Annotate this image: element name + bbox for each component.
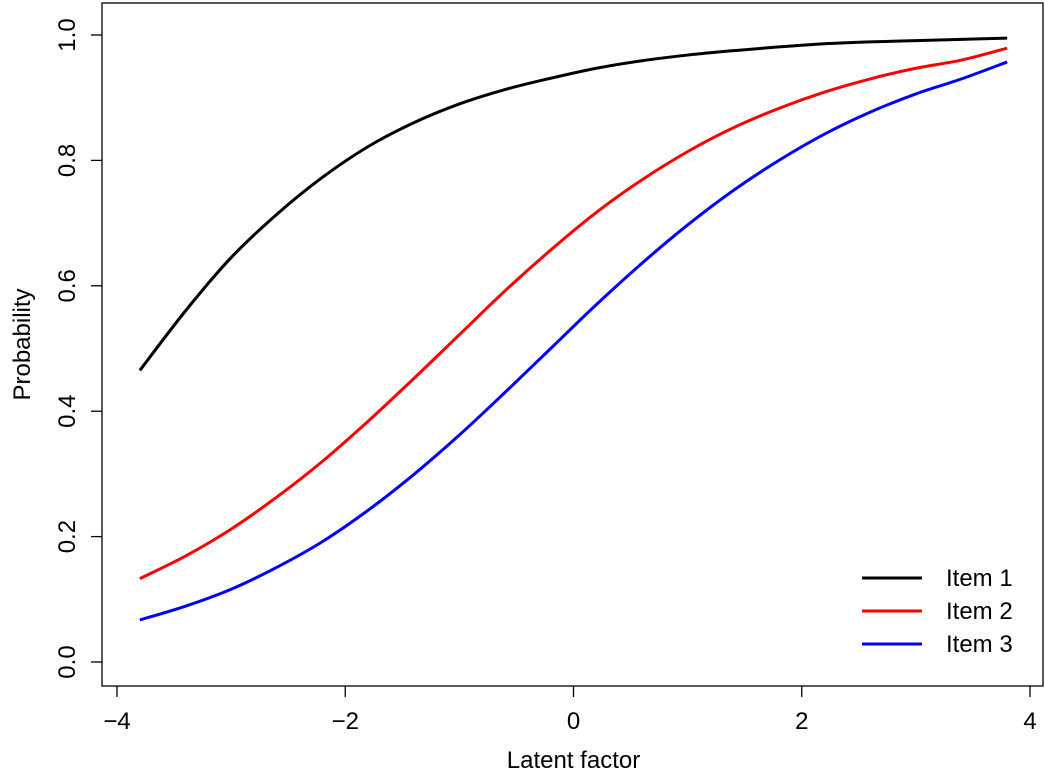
y-tick-label: 0.6 xyxy=(54,269,81,302)
series-line-item-2 xyxy=(139,46,1008,580)
series-line-item-1 xyxy=(138,36,1008,372)
plot-frame xyxy=(101,2,1044,687)
x-tick-label: −4 xyxy=(103,708,130,735)
legend-label: Item 2 xyxy=(946,598,1013,625)
series-line-item-3 xyxy=(139,60,1008,622)
y-axis: 0.0 0.2 0.4 0.6 0.8 1.0 xyxy=(54,18,102,679)
legend-label: Item 3 xyxy=(946,631,1013,658)
x-tick-label: 2 xyxy=(795,708,808,735)
x-axis: −4 −2 0 2 4 xyxy=(103,686,1037,735)
y-tick-label: 0.8 xyxy=(54,144,81,177)
series-lines xyxy=(138,36,1008,622)
x-tick-label: −2 xyxy=(332,708,359,735)
y-axis-label: Probability xyxy=(9,288,36,400)
legend-label: Item 1 xyxy=(946,565,1013,592)
y-tick-label: 0.4 xyxy=(54,395,81,428)
x-axis-label: Latent factor xyxy=(507,747,640,774)
y-tick-label: 0.0 xyxy=(54,645,81,678)
x-tick-label: 0 xyxy=(567,708,580,735)
y-tick-label: 1.0 xyxy=(54,18,81,51)
legend: Item 1 Item 2 Item 3 xyxy=(862,565,1013,658)
y-tick-label: 0.2 xyxy=(54,520,81,553)
x-tick-label: 4 xyxy=(1023,708,1036,735)
